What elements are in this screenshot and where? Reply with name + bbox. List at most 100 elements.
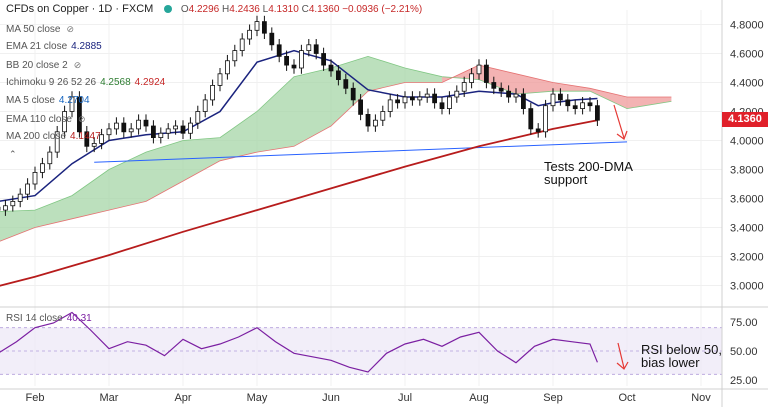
legend-ma5[interactable]: MA 5 close 4.2704	[6, 95, 90, 106]
candle-up	[128, 128, 134, 133]
x-tick-label: Oct	[618, 392, 635, 404]
candle-up	[195, 111, 201, 124]
candle-down	[558, 93, 563, 101]
legend-rsi[interactable]: RSI 14 close 40.31	[6, 313, 92, 324]
candle-up	[165, 128, 171, 134]
ma200-line	[0, 119, 598, 287]
y-tick-label: 3.8000	[730, 165, 764, 177]
candle-up	[454, 90, 460, 98]
candlesticks	[0, 15, 600, 216]
cloud-bull-segment	[72, 169, 109, 219]
candle-up	[580, 102, 585, 110]
candle-down	[439, 102, 445, 110]
candle-down	[261, 21, 267, 34]
hidden-eye-icon[interactable]: ⊘	[73, 60, 82, 70]
candle-down	[395, 99, 401, 104]
candle-down	[491, 82, 497, 89]
x-tick-label: Jul	[398, 392, 412, 404]
candle-up	[17, 193, 23, 202]
candle-up	[54, 131, 60, 153]
candle-down	[483, 64, 489, 83]
last-price-tag: 4.1360	[722, 112, 768, 127]
legend-ema110[interactable]: EMA 110 close ⊘	[6, 114, 86, 125]
support-trendline	[94, 141, 628, 163]
cloud-bull-segment	[220, 111, 257, 161]
candle-down	[409, 96, 415, 101]
legend-ma50[interactable]: MA 50 close ⊘	[6, 24, 75, 35]
candle-up	[158, 132, 164, 138]
candle-down	[269, 32, 275, 46]
candle-up	[469, 73, 475, 83]
cloud-bull-segment	[368, 56, 405, 92]
rsi-tick-label: 50.00	[730, 346, 758, 358]
candle-up	[217, 73, 223, 86]
candle-up	[298, 50, 304, 69]
candle-up	[550, 93, 556, 107]
legend-bb20[interactable]: BB 20 close 2 ⊘	[6, 60, 82, 71]
y-tick-label: 3.6000	[730, 194, 764, 206]
candle-up	[69, 96, 75, 112]
cloud-bull-segment	[109, 152, 146, 211]
candle-down	[498, 87, 504, 92]
candle-down	[572, 105, 578, 109]
cloud-bull-segment	[183, 137, 220, 182]
y-tick-label: 4.6000	[730, 49, 764, 61]
y-tick-label: 4.0000	[730, 136, 764, 148]
candle-down	[350, 87, 356, 101]
rsi-tick-label: 75.00	[730, 317, 758, 329]
x-tick-label: May	[247, 392, 268, 404]
candle-down	[587, 102, 593, 107]
candle-down	[328, 64, 334, 72]
legend-ichimoku[interactable]: Ichimoku 9 26 52 26 4.2568 4.2924	[6, 77, 166, 88]
candle-up	[417, 96, 423, 101]
candle-down	[77, 96, 82, 133]
x-tick-label: Nov	[691, 392, 711, 404]
candle-down	[180, 125, 186, 134]
x-tick-label: Aug	[469, 392, 489, 404]
x-tick-label: Jun	[322, 392, 340, 404]
candle-down	[291, 64, 297, 69]
candle-down	[276, 44, 282, 57]
cloud-bull-segment	[294, 68, 331, 147]
candle-down	[565, 99, 571, 107]
y-tick-label: 4.8000	[730, 20, 764, 32]
y-tick-label: 3.0000	[730, 281, 764, 293]
candle-up	[247, 29, 253, 40]
candle-up	[2, 205, 8, 211]
x-tick-label: Mar	[100, 392, 119, 404]
candle-up	[424, 93, 430, 98]
candle-down	[365, 114, 371, 127]
tests-200dma-annotation: Tests 200-DMA support	[544, 159, 633, 187]
y-tick-label: 3.2000	[730, 252, 764, 264]
candle-up	[91, 142, 97, 147]
symbol-title: CFDs on Copper · 1D · FXCM	[6, 3, 154, 15]
cloud-bear-segment	[627, 97, 672, 109]
hidden-eye-icon[interactable]: ⊘	[77, 114, 86, 124]
candle-up	[387, 99, 393, 112]
candle-up	[446, 96, 452, 109]
candle-up	[254, 21, 260, 31]
y-tick-label: 3.4000	[730, 223, 764, 235]
candle-up	[210, 85, 216, 101]
hidden-eye-icon[interactable]: ⊘	[66, 24, 75, 34]
collapse-legend-icon[interactable]: ⌃	[9, 149, 17, 159]
cloud-bull-segment	[405, 68, 442, 83]
candle-up	[173, 125, 179, 130]
x-tick-label: Feb	[26, 392, 45, 404]
legend-ma200[interactable]: MA 200 close 4.1447	[6, 131, 101, 142]
candle-down	[506, 90, 512, 98]
candle-up	[372, 119, 378, 127]
cloud-bull-segment	[35, 195, 72, 228]
candle-up	[99, 134, 104, 144]
ohlc-readout: O4.2296 H4.2436 L4.1310 C4.1360 −0.0936 …	[180, 4, 423, 15]
candle-down	[313, 44, 319, 54]
candle-up	[202, 99, 208, 112]
legend-ema21[interactable]: EMA 21 close 4.2885	[6, 41, 102, 52]
cloud-bull-segment	[331, 56, 368, 126]
candle-up	[187, 122, 193, 134]
candle-up	[224, 60, 230, 75]
candle-down	[321, 53, 327, 66]
candle-up	[40, 163, 45, 173]
candle-up	[106, 128, 112, 136]
